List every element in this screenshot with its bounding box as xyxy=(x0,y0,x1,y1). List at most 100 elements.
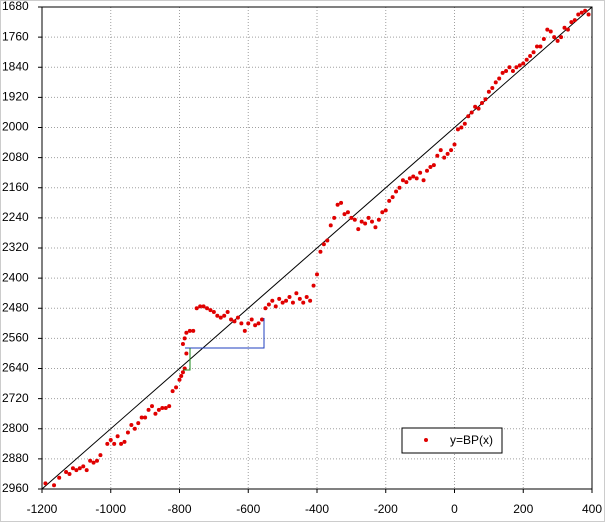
point xyxy=(383,208,388,213)
point xyxy=(249,317,254,322)
point xyxy=(160,406,165,411)
point xyxy=(242,328,247,333)
point xyxy=(521,61,526,66)
point xyxy=(538,44,543,49)
point xyxy=(229,317,234,322)
point xyxy=(400,178,405,183)
point xyxy=(555,38,560,43)
point xyxy=(500,70,505,75)
y-tick-label: 2880 xyxy=(2,451,29,465)
y-tick-label: 2240 xyxy=(2,210,29,224)
point xyxy=(452,142,457,147)
point xyxy=(132,426,137,431)
point xyxy=(294,291,299,296)
point xyxy=(129,422,134,427)
y-tick-label: 2000 xyxy=(2,120,29,134)
point xyxy=(387,198,392,203)
point xyxy=(318,249,323,254)
point xyxy=(43,481,48,486)
point xyxy=(548,29,553,34)
point xyxy=(541,37,546,42)
legend-box xyxy=(401,427,503,454)
y-tick-label: 1680 xyxy=(2,0,29,13)
point xyxy=(421,178,426,183)
point xyxy=(376,217,381,222)
point xyxy=(239,321,244,326)
reference-line xyxy=(41,6,593,490)
point xyxy=(345,210,350,215)
point xyxy=(545,27,550,32)
point xyxy=(74,468,79,473)
point xyxy=(125,430,130,435)
point xyxy=(139,415,144,420)
y-tick-label: 1920 xyxy=(2,90,29,104)
y-tick-label: 2080 xyxy=(2,150,29,164)
point xyxy=(266,302,271,307)
marks xyxy=(41,6,593,490)
y-tick-label: 2640 xyxy=(2,361,29,375)
x-tick-label: -400 xyxy=(305,502,329,516)
y-tick-label: 2960 xyxy=(2,481,29,495)
point xyxy=(497,76,502,81)
point xyxy=(179,374,184,379)
point xyxy=(425,168,429,173)
x-tick-label: -1200 xyxy=(27,502,58,516)
point xyxy=(232,319,237,324)
point xyxy=(260,317,264,322)
y-tick-label: 2480 xyxy=(2,300,29,314)
point xyxy=(449,148,454,153)
point xyxy=(469,110,474,115)
y-tick-label: 2400 xyxy=(2,270,29,284)
point xyxy=(576,12,581,17)
point xyxy=(194,306,199,311)
point xyxy=(480,101,484,106)
point xyxy=(174,385,179,390)
point xyxy=(91,460,96,465)
point xyxy=(290,300,295,305)
point xyxy=(182,336,187,341)
point xyxy=(280,300,285,305)
point xyxy=(342,212,347,217)
annotation-arrows xyxy=(183,318,265,371)
point xyxy=(167,404,172,409)
point xyxy=(256,321,261,326)
legend-marker xyxy=(424,438,428,442)
point xyxy=(191,328,196,333)
point xyxy=(180,370,185,375)
point xyxy=(559,35,564,40)
point xyxy=(411,174,416,179)
point xyxy=(67,471,72,476)
point xyxy=(222,313,227,318)
point xyxy=(380,210,385,215)
x-tick-label: 0 xyxy=(451,502,458,516)
point xyxy=(356,227,361,232)
x-tick-label: -1000 xyxy=(95,502,126,516)
point xyxy=(119,441,124,446)
point xyxy=(153,411,158,416)
point xyxy=(397,185,402,190)
point xyxy=(98,453,103,458)
point xyxy=(112,441,117,446)
point xyxy=(311,283,316,288)
y-tick-label: 2320 xyxy=(2,240,29,254)
point xyxy=(301,300,306,305)
point xyxy=(77,466,82,471)
x-tick-label: 400 xyxy=(582,502,602,516)
point xyxy=(201,304,206,309)
y-tick-label: 1760 xyxy=(2,29,29,43)
point xyxy=(349,215,354,220)
y-tick-label: 1840 xyxy=(2,59,29,73)
x-tick-label: -800 xyxy=(167,502,191,516)
point xyxy=(325,238,330,243)
point xyxy=(524,57,529,62)
point xyxy=(177,377,182,382)
point xyxy=(52,483,57,488)
point xyxy=(263,306,268,311)
point xyxy=(535,44,539,49)
y-tick-label: 2160 xyxy=(2,180,29,194)
point xyxy=(442,155,447,160)
point xyxy=(205,306,209,311)
point xyxy=(277,296,282,301)
